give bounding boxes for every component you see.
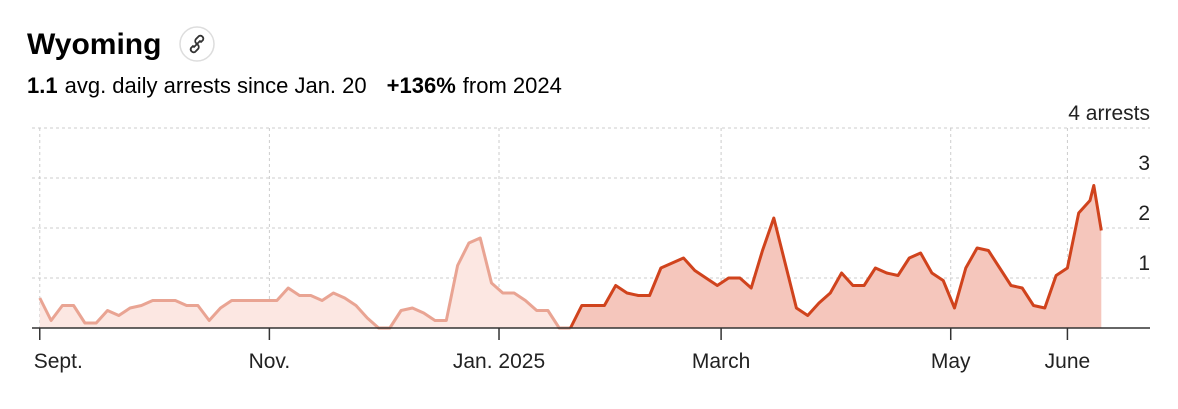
x-tick-label: Nov.: [249, 350, 291, 373]
subtitle: 1.1 avg. daily arrests since Jan. 20 +136%…: [27, 73, 562, 98]
area: [39, 238, 571, 328]
stat-text: from 2024: [463, 73, 562, 98]
x-tick-label: March: [692, 350, 750, 373]
line: [569, 184, 1103, 329]
chart-title: Wyoming: [27, 28, 161, 61]
stat-value: 1.1: [27, 73, 58, 98]
stat-value: +136%: [387, 73, 456, 98]
x-tick-label: May: [931, 350, 971, 373]
link-button[interactable]: [179, 26, 215, 62]
x-tick-label: Sept.: [34, 350, 83, 373]
line: [38, 236, 571, 330]
y-tick-label: 1: [1138, 252, 1150, 275]
y-tick-label: 4 arrests: [1068, 102, 1150, 125]
x-tick-label: Jan. 2025: [453, 350, 545, 373]
y-tick-label: 3: [1138, 152, 1150, 175]
stat-text: avg. daily arrests since Jan. 20: [65, 73, 367, 98]
x-tick-label: June: [1045, 350, 1091, 373]
area: [570, 185, 1102, 328]
link-icon[interactable]: [189, 34, 205, 54]
y-tick-label: 2: [1138, 202, 1150, 225]
